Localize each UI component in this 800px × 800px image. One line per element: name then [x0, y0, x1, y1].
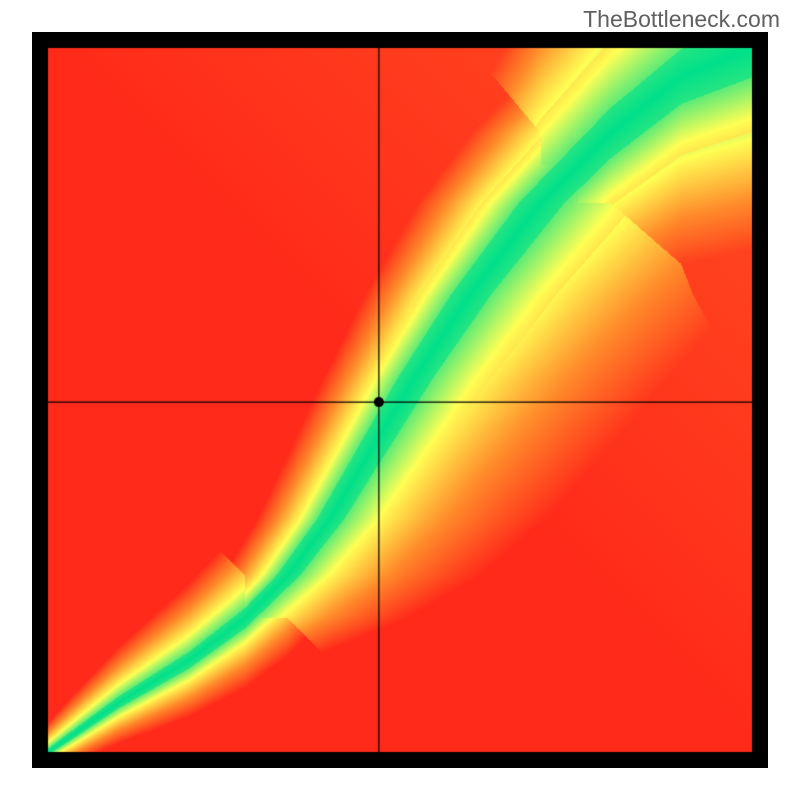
watermark-text: TheBottleneck.com [583, 6, 780, 33]
plot-frame [32, 32, 768, 768]
chart-container: TheBottleneck.com [0, 0, 800, 800]
heatmap-canvas [32, 32, 768, 768]
